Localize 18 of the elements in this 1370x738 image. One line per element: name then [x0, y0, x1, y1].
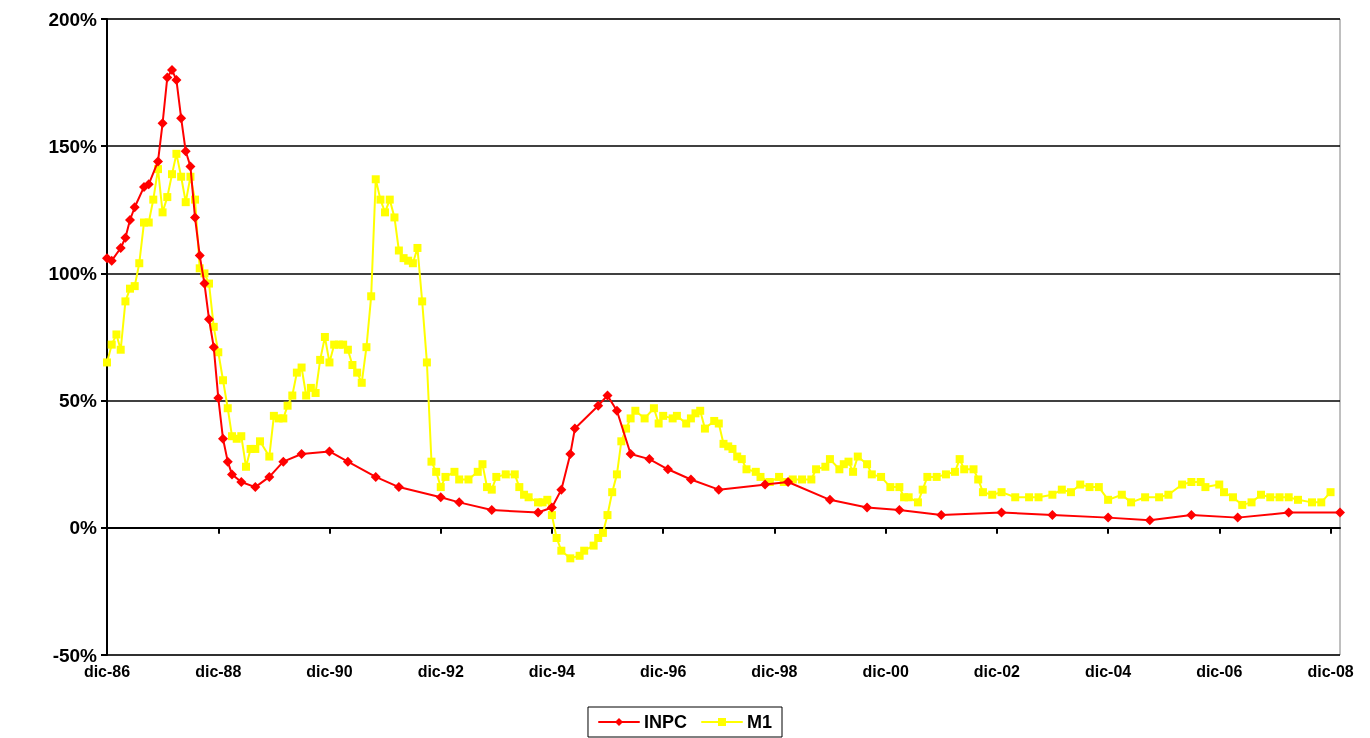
legend-label: M1 [747, 712, 773, 732]
x-tick-label: dic-08 [1307, 662, 1354, 680]
x-tick-label: dic-98 [751, 662, 798, 680]
x-tick-label: dic-88 [195, 662, 242, 680]
x-tick-label: dic-00 [862, 662, 909, 680]
legend-label: INPC [644, 712, 688, 732]
x-tick-label: dic-92 [417, 662, 464, 680]
x-tick-label: dic-02 [973, 662, 1021, 680]
x-tick-label: dic-04 [1084, 662, 1132, 680]
y-tick-label: 100% [48, 262, 98, 284]
x-tick-label: dic-90 [306, 662, 353, 680]
y-tick-label: 0% [69, 517, 98, 539]
y-tick-label: 50% [58, 390, 98, 412]
x-tick-label: dic-94 [528, 662, 576, 680]
y-tick-label: 200% [48, 8, 98, 30]
y-tick-label: 150% [48, 135, 98, 157]
x-tick-label: dic-06 [1196, 662, 1243, 680]
x-tick-label: dic-96 [640, 662, 687, 680]
